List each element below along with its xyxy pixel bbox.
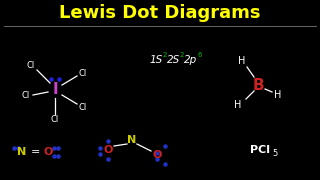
Text: N: N: [127, 135, 137, 145]
Text: Cl: Cl: [27, 62, 35, 71]
Text: O: O: [43, 147, 53, 157]
Text: 2S: 2S: [167, 55, 180, 65]
Text: =: =: [31, 147, 41, 157]
Text: H: H: [234, 100, 242, 110]
Text: 5: 5: [272, 150, 277, 159]
Text: 6: 6: [197, 52, 202, 58]
Text: Cl: Cl: [79, 69, 87, 78]
Text: H: H: [274, 90, 282, 100]
Text: Cl: Cl: [79, 102, 87, 111]
Text: 2: 2: [180, 52, 184, 58]
Text: H: H: [238, 56, 246, 66]
Text: B: B: [252, 78, 264, 93]
Text: I: I: [52, 82, 58, 98]
Text: N: N: [17, 147, 27, 157]
Text: O: O: [103, 145, 113, 155]
Text: 1S: 1S: [150, 55, 163, 65]
Text: O: O: [152, 150, 162, 160]
Text: PCl: PCl: [250, 145, 270, 155]
Text: 2p: 2p: [184, 55, 197, 65]
Text: Cl: Cl: [22, 91, 30, 100]
Text: Lewis Dot Diagrams: Lewis Dot Diagrams: [59, 4, 261, 22]
Text: Cl: Cl: [51, 116, 59, 125]
Text: 2: 2: [163, 52, 167, 58]
